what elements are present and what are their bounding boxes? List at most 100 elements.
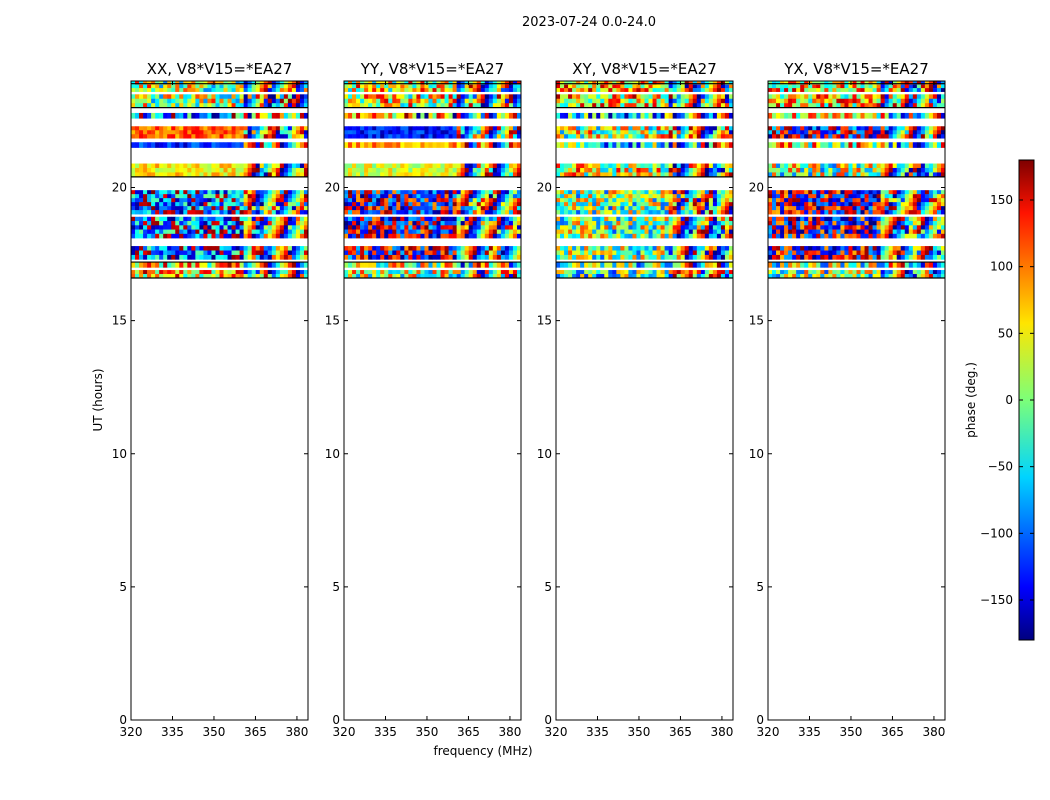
heatmap-cell xyxy=(255,130,261,135)
heatmap-cell xyxy=(191,221,196,226)
heatmap-cell xyxy=(279,172,285,178)
heatmap-cell xyxy=(183,221,188,226)
heatmap-cell xyxy=(612,190,617,195)
heatmap-cell xyxy=(364,94,369,100)
heatmap-cell xyxy=(820,202,825,207)
heatmap-cell xyxy=(267,198,273,203)
heatmap-cell xyxy=(215,210,220,215)
heatmap-cell xyxy=(600,216,605,222)
heatmap-cell xyxy=(816,216,821,222)
heatmap-cell xyxy=(676,98,681,104)
heatmap-cell xyxy=(247,250,252,256)
heatmap-cell xyxy=(291,81,297,85)
heatmap-cell xyxy=(460,163,465,169)
heatmap-cell xyxy=(412,134,417,139)
heatmap-cell xyxy=(808,274,813,279)
heatmap-cell xyxy=(824,225,829,230)
heatmap-cell xyxy=(684,194,690,199)
heatmap-cell xyxy=(271,142,277,148)
heatmap-cell xyxy=(163,130,168,135)
heatmap-cell xyxy=(376,81,381,85)
heatmap-cell xyxy=(628,262,633,268)
heatmap-cell xyxy=(368,190,373,195)
y-tick-label: 5 xyxy=(332,580,340,594)
heatmap-cell xyxy=(632,103,637,108)
heatmap-cell xyxy=(824,250,829,256)
heatmap-cell xyxy=(464,246,469,251)
heatmap-cell xyxy=(279,194,285,199)
heatmap-cell xyxy=(416,134,421,139)
heatmap-cell xyxy=(384,190,389,195)
heatmap-cell xyxy=(632,229,637,235)
heatmap-cell xyxy=(804,270,809,275)
heatmap-cell xyxy=(388,194,393,199)
heatmap-cell xyxy=(227,198,232,203)
heatmap-cell xyxy=(388,229,393,235)
heatmap-cell xyxy=(704,246,710,251)
heatmap-cell xyxy=(672,221,677,226)
heatmap-cell xyxy=(672,229,677,235)
heatmap-cell xyxy=(476,210,482,215)
heatmap-cell xyxy=(816,190,821,195)
heatmap-cell xyxy=(708,190,714,195)
heatmap-cell xyxy=(884,198,889,203)
heatmap-cell xyxy=(568,167,573,173)
heatmap-cell xyxy=(884,210,889,215)
heatmap-cell xyxy=(608,98,613,104)
heatmap-cell xyxy=(588,262,593,268)
heatmap-cell xyxy=(568,130,573,135)
heatmap-cell xyxy=(211,233,216,239)
heatmap-cell xyxy=(600,198,605,203)
heatmap-cell xyxy=(728,229,734,235)
heatmap-cell xyxy=(155,229,160,235)
heatmap-cell xyxy=(372,221,377,226)
heatmap-cell xyxy=(832,229,837,235)
heatmap-cell xyxy=(195,172,200,178)
heatmap-cell xyxy=(508,221,514,226)
heatmap-cell xyxy=(812,163,817,169)
heatmap-cell xyxy=(380,206,385,211)
heatmap-cell xyxy=(788,274,793,279)
heatmap-cell xyxy=(820,225,825,230)
heatmap-cell xyxy=(560,167,565,173)
heatmap-cell xyxy=(440,167,445,173)
heatmap-cell xyxy=(724,202,730,207)
heatmap-cell xyxy=(464,190,469,195)
heatmap-cell xyxy=(452,246,457,251)
heatmap-cell xyxy=(852,233,857,239)
heatmap-cell xyxy=(572,194,577,199)
heatmap-cell xyxy=(684,250,690,256)
heatmap-cell xyxy=(295,190,301,195)
heatmap-cell xyxy=(556,246,561,251)
axes-frame xyxy=(130,80,309,721)
heatmap-cell xyxy=(840,206,845,211)
heatmap-cell xyxy=(612,206,617,211)
heatmap-cell xyxy=(163,88,168,92)
heatmap-cell xyxy=(283,94,289,100)
heatmap-cell xyxy=(660,233,665,239)
heatmap-cell xyxy=(852,210,857,215)
heatmap-cell xyxy=(656,250,661,256)
heatmap-cell xyxy=(940,250,946,256)
heatmap-cell xyxy=(428,98,433,104)
heatmap-cell xyxy=(392,112,397,119)
heatmap-cell xyxy=(247,103,252,108)
heatmap-cell xyxy=(444,202,449,207)
heatmap-cell xyxy=(508,225,514,230)
heatmap-cell xyxy=(239,167,244,173)
heatmap-cell xyxy=(672,202,677,207)
heatmap-cell xyxy=(159,81,164,85)
heatmap-cell xyxy=(560,134,565,139)
heatmap-cell xyxy=(404,202,409,207)
heatmap-cell xyxy=(356,206,361,211)
heatmap-cell xyxy=(644,246,649,251)
heatmap-cell xyxy=(452,274,457,279)
heatmap-cell xyxy=(940,262,946,268)
heatmap-cell xyxy=(680,246,686,251)
heatmap-cell xyxy=(392,210,397,215)
heatmap-cell xyxy=(808,194,813,199)
heatmap-cell xyxy=(648,198,653,203)
heatmap-cell xyxy=(167,84,172,89)
heatmap-cell xyxy=(432,94,437,100)
heatmap-cell xyxy=(271,206,277,211)
